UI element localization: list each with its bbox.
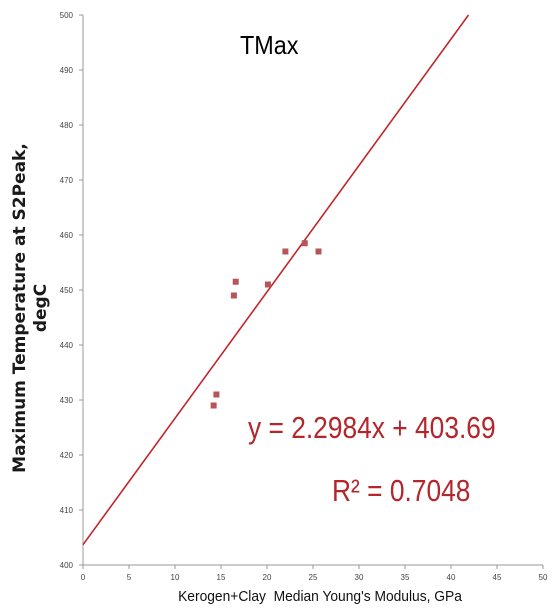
x-tick-label: 50	[539, 573, 548, 582]
axes	[79, 14, 544, 569]
data-point	[315, 248, 322, 255]
data-point	[301, 240, 308, 247]
x-tick-label: 25	[309, 573, 318, 582]
trendline-group	[82, 14, 470, 546]
r-squared-label: R² = 0.7048	[332, 473, 471, 508]
y-tick-label: 410	[60, 506, 74, 515]
y-tick-label: 440	[60, 341, 74, 350]
x-tick-label: 0	[81, 573, 86, 582]
x-tick-label: 15	[217, 573, 226, 582]
x-tick-label: 45	[493, 573, 502, 582]
x-axis-title: Kerogen+Clay Median Young's Modulus, GPa	[178, 588, 462, 605]
trendline-equation: y = 2.2984x + 403.69	[248, 410, 496, 445]
data-point	[210, 402, 217, 409]
y-tick-label: 490	[60, 66, 74, 75]
x-tick-label: 30	[355, 573, 364, 582]
x-tick-label: 20	[263, 573, 272, 582]
y-tick-label: 450	[60, 286, 74, 295]
data-point	[232, 278, 239, 285]
x-tick-label: 10	[171, 573, 180, 582]
y-tick-label: 420	[60, 451, 74, 460]
y-tick-label: 470	[60, 176, 74, 185]
y-tick-label: 480	[60, 121, 74, 130]
y-tick-label: 460	[60, 231, 74, 240]
data-point	[264, 281, 271, 288]
data-points	[210, 240, 322, 409]
y-tick-label: 500	[60, 11, 74, 20]
chart-title: TMax	[240, 30, 299, 60]
x-tick-label: 40	[447, 573, 456, 582]
data-point	[213, 391, 220, 398]
y-tick-label: 430	[60, 396, 74, 405]
trendline	[82, 14, 470, 546]
y-tick-label: 400	[60, 561, 74, 570]
x-tick-label: 35	[401, 573, 410, 582]
data-point	[282, 248, 289, 255]
tick-labels: 400 410 420 430 440 450 460 470 480 490 500 0 5 10 15 2…	[60, 11, 548, 582]
data-point	[230, 292, 237, 299]
x-tick-label: 5	[127, 573, 132, 582]
